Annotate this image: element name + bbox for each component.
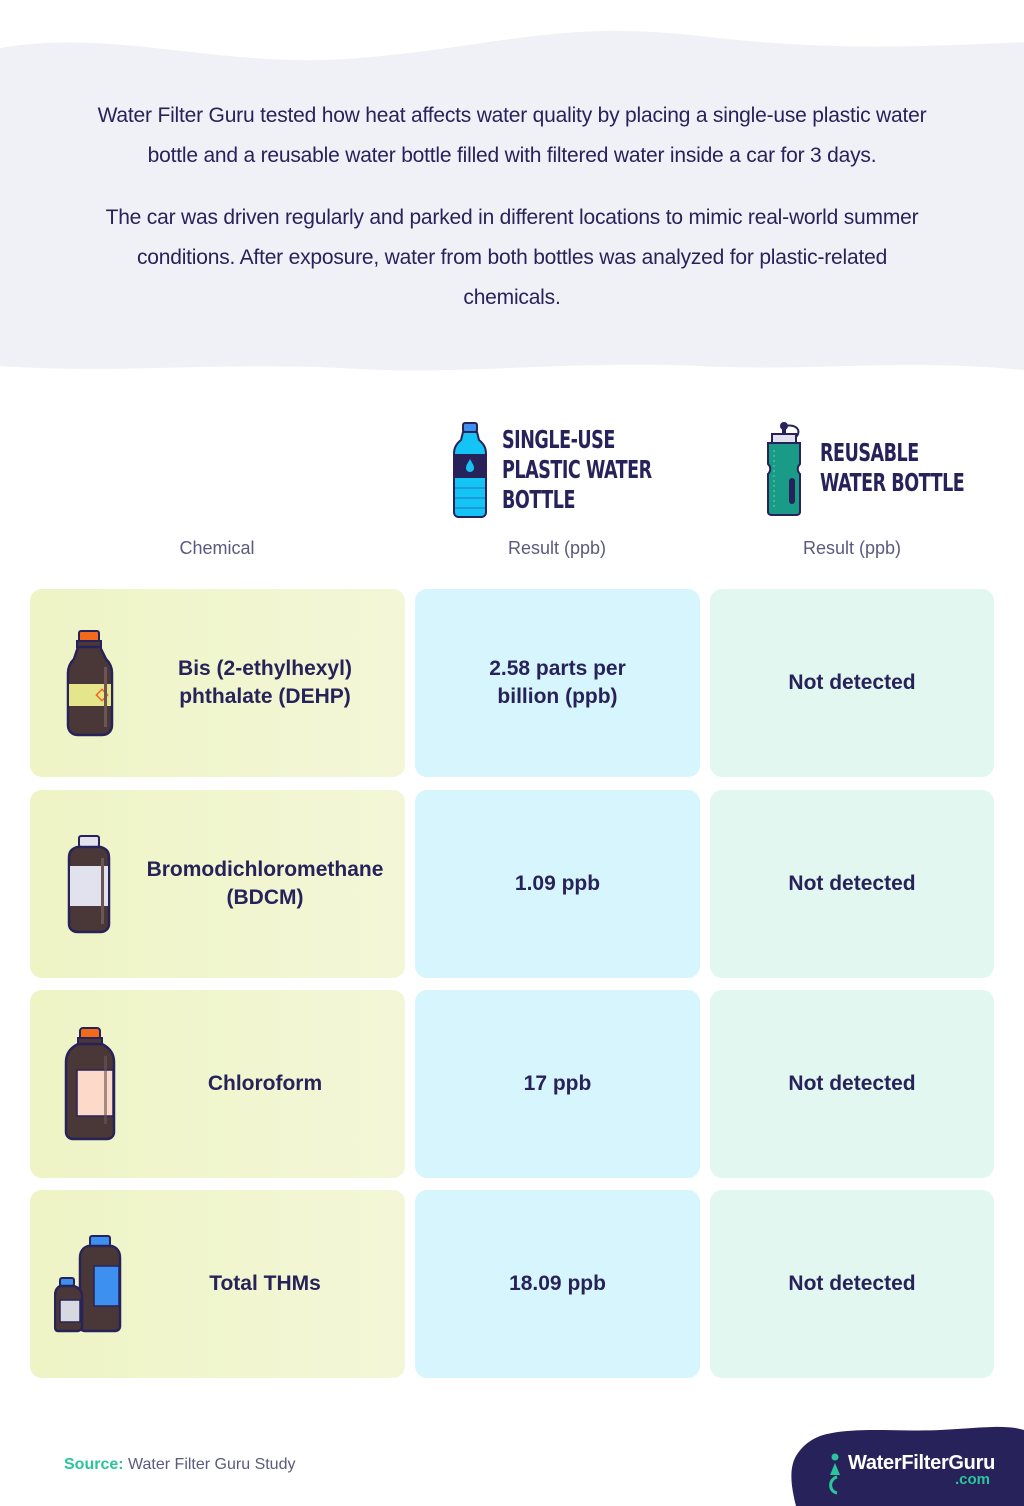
table-row-single-use-result: 2.58 parts per billion (ppb) [415, 589, 700, 777]
table-row-single-use-result: 18.09 ppb [415, 1190, 700, 1378]
intro-paragraph-1: Water Filter Guru tested how heat affect… [97, 104, 927, 167]
table-row-single-use-result: 1.09 ppb [415, 790, 700, 978]
table-row-chemical-cell: Chloroform [30, 990, 405, 1178]
water-guru-logo-icon [829, 1453, 840, 1495]
table-row-reusable-result: Not detected [710, 1190, 994, 1378]
table-row-chemical-cell: Total THMs [30, 1190, 405, 1378]
column-header-reusable: Reusable water bottle [764, 420, 1005, 516]
reusable-bottle-icon [767, 422, 801, 516]
column-header-single-use: Single-use Plastic water bottle [452, 422, 694, 518]
chemical-bottle-pink-label-icon [64, 1027, 116, 1141]
table-row-chemical-cell: Bis (2-ethylhexyl) phthalate (DEHP) [30, 589, 405, 777]
source-label: Source: [64, 1456, 124, 1473]
subheader-chemical: Chemical [179, 538, 255, 558]
chemical-name: Bis (2-ethylhexyl) phthalate (DEHP) [178, 657, 352, 708]
table-row-reusable-result: Not detected [710, 990, 994, 1178]
column-title-reusable: Reusable water bottle [820, 438, 965, 497]
chemical-bottle-orange-cap-icon [66, 630, 114, 737]
table-row-single-use-result: 17 ppb [415, 990, 700, 1178]
table-row-reusable-result: Not detected [710, 790, 994, 978]
plastic-bottle-icon [453, 422, 487, 518]
table-row-reusable-result: Not detected [710, 589, 994, 777]
two-chemical-bottles-icon [54, 1235, 122, 1333]
logo-text: WaterFilterGuru [848, 1452, 995, 1474]
chemical-name: Bromodichloromethane (BDCM) [146, 858, 384, 909]
intro-background [0, 30, 1024, 371]
intro-text: Water Filter Guru tested how heat affect… [0, 96, 1024, 340]
chemical-name: Chloroform [207, 1072, 323, 1095]
table-row-chemical-cell: Bromodichloromethane (BDCM) [30, 790, 405, 978]
subheader-reusable-result: Result (ppb) [802, 538, 902, 558]
source-credit: Source: Water Filter Guru Study [64, 1456, 295, 1474]
intro-paragraph-2: The car was driven regularly and parked … [105, 206, 919, 309]
source-text: Water Filter Guru Study [123, 1456, 296, 1473]
chemical-name: Total THMs [209, 1272, 321, 1295]
chemical-bottle-white-cap-icon [67, 835, 111, 934]
logo-suffix: .com [955, 1471, 991, 1488]
subheader-single-use-result: Result (ppb) [507, 538, 607, 558]
column-title-single-use: Single-use Plastic water bottle [502, 425, 652, 514]
logo-background [791, 1426, 1024, 1506]
